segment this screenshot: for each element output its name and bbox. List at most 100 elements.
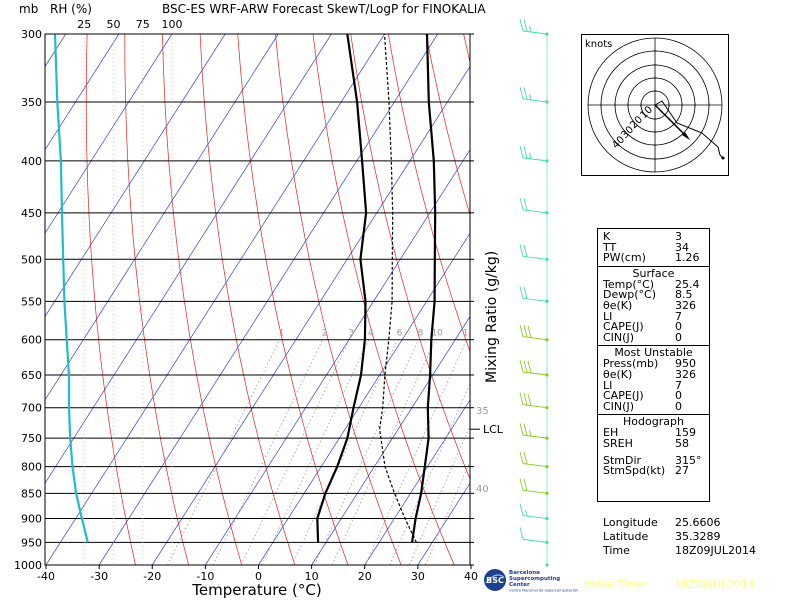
bsc-logo-line3: Center	[509, 582, 530, 588]
pressure-tick-label: 450	[21, 207, 42, 220]
dry-adiabat-line	[387, 34, 470, 353]
wind-barb-flag	[527, 360, 532, 374]
wind-barb-flag	[523, 393, 528, 406]
wind-barb-flag	[523, 325, 528, 338]
stmspd-row: StmSpd(kt) 27	[603, 464, 689, 478]
wind-barb-flag	[523, 451, 528, 465]
wind-barb-flag	[519, 86, 524, 100]
mixing-ratio-tick-label: 10	[431, 329, 443, 339]
wind-barb-dot	[545, 563, 549, 567]
dry-adiabat-line	[312, 34, 455, 565]
x-axis-tick-label: 30	[411, 570, 425, 583]
wind-barb-flag	[519, 244, 524, 257]
wind-barb-half-flag	[529, 152, 532, 159]
wind-barb-flag	[523, 286, 528, 299]
dry-adiabat-line	[425, 34, 470, 217]
wind-barb-half-flag	[529, 430, 532, 437]
axes-layer: 3003504004505005506006507007508008509009…	[14, 18, 504, 583]
wind-barb-flag	[519, 527, 524, 540]
pressure-tick-label: 950	[21, 536, 42, 549]
pressure-tick-label: 500	[21, 253, 42, 266]
dry-adiabat-line	[124, 34, 189, 565]
isotherm-line	[45, 34, 120, 151]
mixing-ratio-tick-label: 25	[504, 329, 515, 339]
plot-frame	[44, 33, 471, 566]
surface-cape-row: CAPE(J) 0	[603, 320, 682, 334]
theta-label: 35	[476, 406, 489, 417]
mu-cape-row: CAPE(J) 0	[603, 389, 682, 403]
hodograph-panel: 10 20 30 40 knots	[581, 34, 729, 176]
tt-index-row: TT 34	[603, 240, 689, 254]
pressure-tick-label: 900	[21, 513, 42, 526]
mixing-ratio-axis-label: Mixing Ratio (g/kg)	[484, 251, 500, 383]
wind-barb-flag	[519, 451, 524, 464]
wind-barb-flag	[527, 325, 532, 338]
wind-barb-flag	[523, 360, 528, 373]
mixing-ratio-line	[212, 339, 324, 565]
dry-adiabat-line	[237, 34, 349, 565]
mixing-ratio-line	[313, 339, 419, 565]
wind-barb-flag	[519, 145, 524, 158]
isotherm-line	[98, 34, 438, 565]
mixing-ratio-line	[291, 339, 398, 565]
mixing-ratio-tick-label: 8	[418, 329, 424, 339]
isotherm-line	[151, 65, 470, 565]
isotherm-line	[205, 149, 470, 565]
hodograph-end-dot	[721, 156, 725, 160]
bsc-logo-text: BSC	[486, 576, 504, 585]
mixing-ratio-line	[424, 460, 470, 565]
wind-barb-flag	[519, 324, 524, 337]
wind-barb-flag	[519, 286, 524, 299]
wind-barb-half-flag	[529, 93, 532, 101]
rh-tick-label: 75	[136, 18, 150, 31]
surface-cin-row: CIN(J) 0	[603, 330, 682, 344]
storm-motion-arrow	[654, 104, 689, 139]
wind-barb-half-flag	[525, 509, 528, 517]
mixing-ratio-line	[365, 339, 467, 565]
longitude-row: Longitude 25.6606	[603, 516, 721, 529]
rh-tick-label: 100	[162, 18, 183, 31]
mixing-ratio-tick-label: 3	[348, 329, 354, 339]
surface-temp-row: Temp(°C) 25.4	[603, 277, 700, 291]
mu-theta-row: θe(K) 326	[603, 367, 696, 381]
mixing-ratio-tick-label: 4	[368, 329, 374, 339]
bsc-logo-swoosh	[485, 574, 505, 584]
pressure-tick-label: 800	[21, 461, 42, 474]
bsc-logo: BSC Barcelona Supercomputing Center Cent…	[484, 569, 578, 593]
x-axis-tick-label: 0	[255, 570, 262, 583]
pressure-tick-label: 350	[21, 96, 42, 109]
wind-barb-dot	[545, 540, 549, 544]
dry-adiabat-line	[727, 34, 800, 565]
wind-barb-flag	[527, 393, 532, 406]
bsc-logo-line4: Centro Nacional de Supercomputación	[509, 589, 578, 593]
hodograph-heading: Hodograph	[598, 414, 709, 428]
rh-tick-label: 50	[107, 18, 121, 31]
wind-barb-flag	[523, 198, 528, 211]
eh-row: EH 159	[603, 426, 696, 440]
mixing-ratio-tick-label: 2	[322, 329, 328, 339]
wind-barb-half-flag	[529, 25, 532, 33]
pressure-tick-label: 750	[21, 432, 42, 445]
wind-barb-flag	[523, 478, 528, 491]
initial-time-value: 18Z08JUL2014	[674, 578, 756, 591]
temperature-profile	[411, 34, 437, 543]
x-axis-tick-label: 20	[358, 570, 372, 583]
storm-motion-arrowhead	[682, 132, 690, 140]
wind-barb-staff	[522, 538, 548, 543]
isotherm-line	[45, 34, 279, 401]
wind-barb-dot	[545, 516, 549, 521]
mixing-ratio-tick-label: 15	[463, 329, 474, 339]
surface-theta-row: θe(K) 326	[603, 298, 696, 312]
x-axis-tick-label: -20	[143, 570, 161, 583]
isotherm-line	[0, 34, 13, 565]
initial-time: Initial Time: 18Z08JUL2014	[584, 578, 755, 591]
isotherm-line	[364, 399, 470, 565]
surface-dewp-row: Dewp(°C) 8.5	[603, 288, 693, 302]
mixing-ratio-line	[240, 339, 350, 565]
most-unstable-heading: Most Unstable	[598, 345, 709, 359]
wind-barb-flag	[519, 18, 524, 32]
hodograph-title: knots	[585, 39, 612, 50]
bsc-logo-line1: Barcelona	[509, 570, 540, 576]
